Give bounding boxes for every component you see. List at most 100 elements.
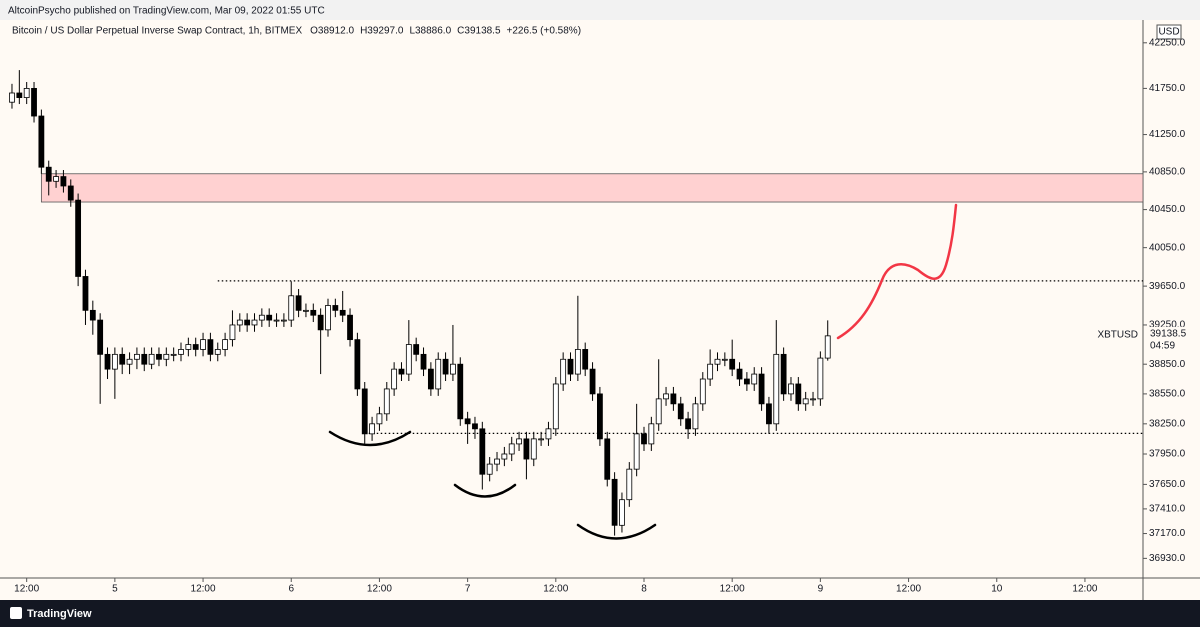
candle-body — [641, 433, 647, 445]
candle-body — [655, 398, 662, 425]
candle-body — [597, 393, 603, 440]
y-tick-label: 38550.0 — [1149, 389, 1186, 400]
candle-body — [692, 403, 699, 430]
candle-body — [435, 358, 442, 390]
y-tick-label: 42250.0 — [1149, 37, 1186, 48]
candle-body — [714, 358, 721, 365]
legend-value: H39297.0 — [360, 26, 404, 37]
candle-body — [567, 358, 574, 375]
candle-body — [31, 88, 37, 117]
candle-body — [148, 353, 155, 365]
candle-body — [560, 358, 567, 385]
candle-body — [229, 324, 236, 341]
candle-body — [273, 319, 280, 322]
candle-body — [60, 176, 67, 187]
candle-body — [89, 309, 96, 321]
y-tick-label: 40850.0 — [1149, 167, 1186, 178]
candle-body — [119, 353, 126, 365]
candle-body — [111, 353, 118, 370]
y-tick-label: 36930.0 — [1149, 553, 1186, 564]
candle-body — [192, 344, 199, 350]
legend-value: C39138.5 — [457, 26, 501, 37]
candle-body — [729, 358, 736, 370]
candle-body — [501, 453, 508, 460]
x-tick-label: 12:00 — [543, 584, 568, 595]
candle-body — [450, 363, 456, 375]
pattern-arc — [576, 523, 657, 540]
candle-body — [236, 319, 243, 326]
candle-body — [9, 92, 15, 103]
candle-body — [295, 295, 302, 311]
candle-body — [486, 463, 493, 475]
y-tick-label: 40450.0 — [1149, 204, 1186, 215]
candle-body — [494, 458, 500, 465]
drawings — [328, 203, 958, 540]
candle-body — [670, 393, 677, 405]
candle-body — [743, 378, 750, 385]
x-tick-label: 8 — [641, 584, 647, 595]
candle-body — [758, 373, 765, 405]
candle-body — [53, 176, 59, 182]
y-tick-label: 37950.0 — [1149, 449, 1186, 460]
candle-body — [633, 433, 640, 470]
x-tick-label: 12:00 — [1072, 584, 1097, 595]
x-tick-label: 10 — [991, 584, 1003, 595]
candle-body — [207, 339, 214, 355]
y-tick-label: 40050.0 — [1149, 242, 1186, 253]
candle-body — [185, 344, 192, 350]
x-tick-label: 7 — [465, 584, 471, 595]
plot — [9, 70, 1144, 536]
countdown: 04:59 — [1150, 340, 1175, 351]
candle-body — [810, 398, 816, 401]
candle-body — [178, 349, 184, 355]
last-price: 39138.5 — [1150, 328, 1187, 339]
price-box — [1144, 326, 1200, 353]
candle-body — [523, 438, 530, 460]
top-bar — [0, 0, 1200, 20]
y-tick-label: 41750.0 — [1149, 83, 1186, 94]
candle-body — [611, 478, 618, 526]
legend-value: L38886.0 — [409, 26, 451, 37]
candle-body — [38, 115, 45, 168]
candle-body — [369, 423, 375, 435]
candle-body — [442, 358, 449, 375]
x-tick-label: 5 — [112, 584, 118, 595]
candle-body — [310, 309, 317, 316]
y-tick-label: 39650.0 — [1149, 281, 1186, 292]
candle-body — [788, 383, 794, 395]
publisher: AltcoinPsycho published on TradingView.c… — [8, 6, 325, 17]
candle-body — [325, 305, 331, 331]
y-tick-label: 38850.0 — [1149, 359, 1186, 370]
pattern-arc — [453, 483, 517, 498]
candle-body — [420, 353, 427, 370]
y-tick-label: 37410.0 — [1149, 504, 1186, 515]
candle-body — [222, 339, 229, 350]
y-tick-label: 37170.0 — [1149, 528, 1186, 539]
x-tick-label: 12:00 — [367, 584, 392, 595]
legend-value: +226.5 (+0.58%) — [507, 26, 582, 37]
candle-body — [457, 363, 464, 420]
y-tick-label: 37650.0 — [1149, 479, 1186, 490]
candle-body — [45, 166, 52, 182]
candle-body — [472, 423, 478, 430]
candle-body — [479, 428, 486, 475]
candle-body — [751, 373, 758, 385]
candle-body — [391, 368, 398, 390]
candle-body — [427, 368, 434, 390]
candle-body — [354, 339, 361, 390]
candle-body — [773, 353, 780, 425]
candle-body — [626, 468, 633, 501]
candle-body — [104, 353, 111, 370]
candle-body — [288, 295, 295, 321]
chart-title: Bitcoin / US Dollar Perpetual Inverse Sw… — [12, 26, 302, 37]
candle-body — [508, 443, 515, 455]
candle-body — [383, 388, 390, 415]
candle-body — [766, 403, 772, 425]
candle-body — [332, 305, 339, 311]
x-tick-label: 12:00 — [720, 584, 745, 595]
candle-body — [317, 314, 324, 331]
x-tick-label: 12:00 — [191, 584, 216, 595]
candle-body — [141, 353, 148, 365]
